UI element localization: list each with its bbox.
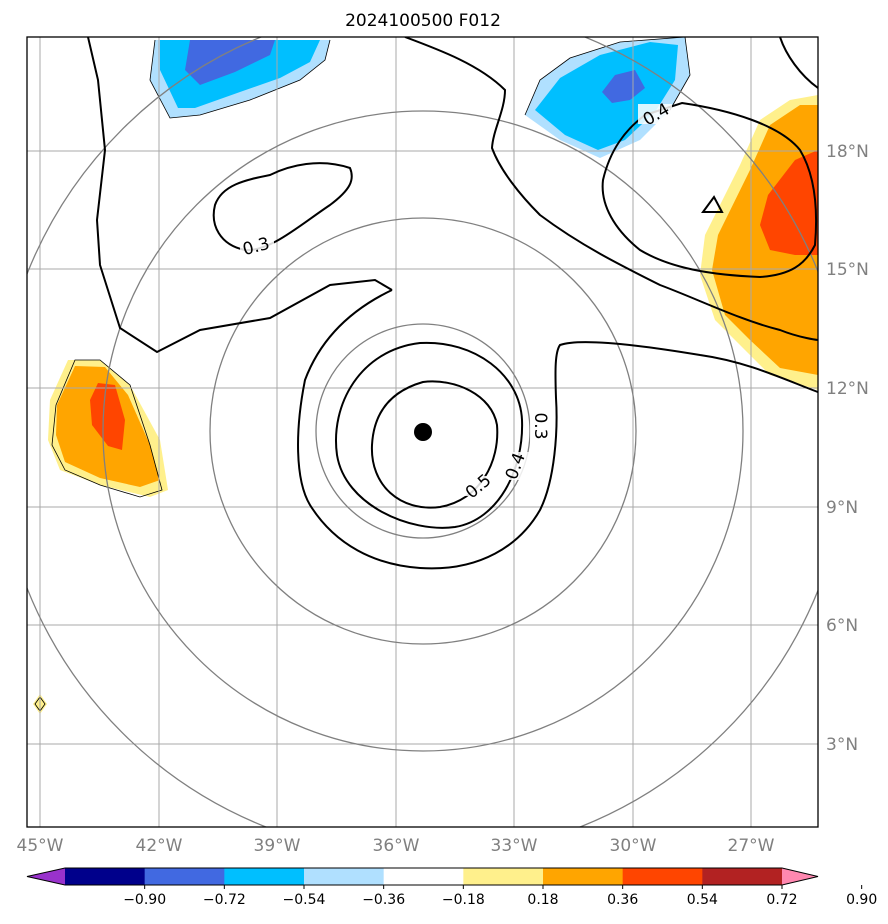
colorbar-tick-label: −0.90: [123, 892, 166, 908]
shading-outlines: [34, 37, 691, 712]
colorbar: [26, 867, 819, 886]
colorbar-tick-label: −0.72: [203, 892, 246, 908]
lat-label: 18°N: [826, 142, 869, 162]
contour-lines: [87, 37, 818, 570]
colorbar-swatch: [65, 868, 146, 885]
colorbar-tick-label: 0.72: [766, 892, 797, 908]
lon-label: 39°W: [254, 836, 301, 856]
contour-label: 0.3: [530, 412, 550, 439]
storm-center-marker: [414, 423, 432, 441]
colorbar-swatch: [383, 868, 464, 885]
colorbar-tick-label: −0.36: [362, 892, 405, 908]
lon-label: 27°W: [728, 836, 775, 856]
colorbar-swatch: [144, 868, 225, 885]
colorbar-tick-label: −0.18: [442, 892, 485, 908]
lat-label: 12°N: [826, 379, 869, 399]
lon-label: 30°W: [610, 836, 657, 856]
colorbar-swatch: [463, 868, 544, 885]
colorbar-ticks: −0.90 −0.72 −0.54 −0.36 −0.18 0.18 0.36 0.54 0.7…: [123, 885, 877, 908]
latitude-labels: 18°N 15°N 12°N 9°N 6°N 3°N: [826, 142, 869, 755]
colorbar-swatch: [224, 868, 305, 885]
shaded-field: [33, 37, 818, 714]
colorbar-tick-label: 0.90: [846, 892, 877, 908]
lat-label: 15°N: [826, 260, 869, 280]
lon-label: 45°W: [17, 836, 64, 856]
colorbar-outline: [26, 867, 819, 886]
colorbar-tick-label: 0.18: [527, 892, 558, 908]
colorbar-swatch: [622, 868, 703, 885]
lon-label: 42°W: [136, 836, 183, 856]
lat-label: 6°N: [826, 616, 858, 636]
graticule: [27, 37, 818, 827]
lat-label: 3°N: [826, 735, 858, 755]
colorbar-swatch: [702, 868, 783, 885]
lon-label: 36°W: [373, 836, 420, 856]
colorbar-extend-high: [782, 868, 818, 885]
colorbar-tick-label: 0.36: [607, 892, 638, 908]
colorbar-swatch: [304, 868, 385, 885]
map-panel: 0.3 0.4 0.5 0.4 0.3: [26, 36, 819, 828]
lat-label: 9°N: [826, 498, 858, 518]
lon-label: 33°W: [491, 836, 538, 856]
colorbar-swatch: [543, 868, 624, 885]
colorbar-tick-label: 0.54: [687, 892, 718, 908]
longitude-labels: 45°W 42°W 39°W 36°W 33°W 30°W 27°W: [17, 836, 775, 856]
map-title: 2024100500 F012: [345, 11, 501, 31]
colorbar-tick-label: −0.54: [283, 892, 326, 908]
colorbar-extend-low: [27, 868, 65, 885]
